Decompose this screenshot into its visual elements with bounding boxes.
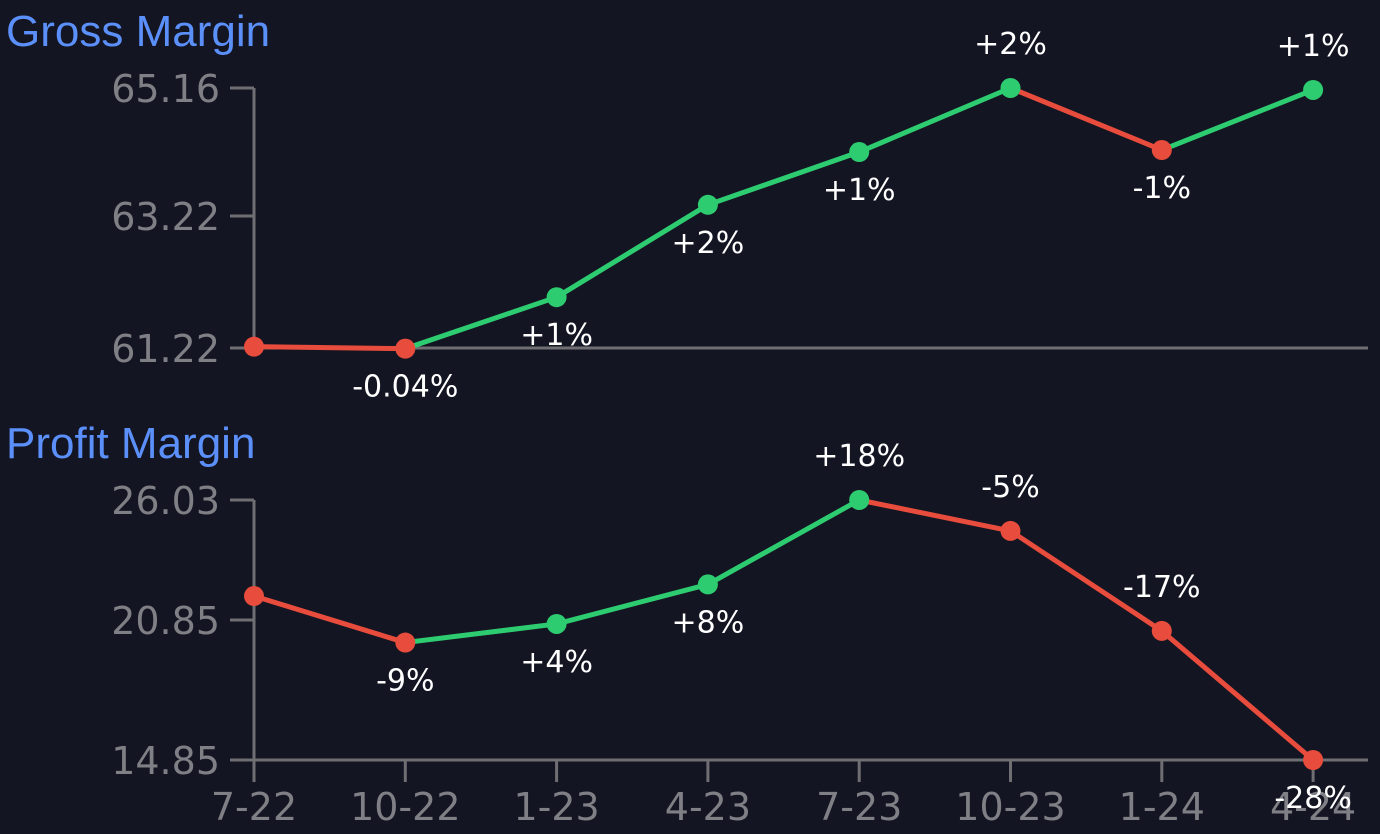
profit-margin-title: Profit Margin bbox=[6, 419, 255, 468]
profit-margin-change-label: +18% bbox=[813, 439, 905, 474]
profit-margin-segment bbox=[1008, 528, 1165, 634]
gross-margin-segment bbox=[705, 149, 862, 208]
x-tick-label: 7-23 bbox=[816, 785, 902, 829]
gross-margin-segment bbox=[402, 294, 560, 352]
gross-margin-point bbox=[697, 194, 718, 215]
y-tick-label: 65.16 bbox=[111, 67, 220, 111]
gross-margin-point bbox=[546, 287, 567, 308]
x-axis-ticks: 7-22 10-22 1-23 4-23 7-23 10-23 1-24 4-24 bbox=[211, 760, 1356, 829]
profit-margin-point bbox=[1151, 620, 1172, 641]
gross-margin-series: -0.04% +1% +2% +1% +2% -1% +1% bbox=[244, 27, 1349, 405]
profit-margin-point bbox=[849, 490, 870, 510]
gross-margin-change-label: +2% bbox=[974, 27, 1047, 62]
x-tick-label: 1-24 bbox=[1119, 785, 1205, 829]
gross-margin-segment bbox=[554, 202, 711, 300]
profit-margin-change-label: -17% bbox=[1123, 570, 1201, 605]
y-tick-label: 61.22 bbox=[111, 327, 220, 371]
gross-margin-change-label: -0.04% bbox=[352, 370, 458, 405]
y-tick-label: 14.85 bbox=[111, 739, 220, 783]
profit-margin-segment bbox=[554, 581, 711, 627]
profit-margin-point bbox=[1303, 750, 1324, 770]
gross-margin-segment bbox=[856, 85, 1013, 155]
profit-margin-point bbox=[1000, 520, 1021, 541]
gross-margin-change-label: +1% bbox=[823, 173, 896, 208]
y-tick-label: 26.03 bbox=[111, 479, 220, 523]
x-tick-label: 1-23 bbox=[513, 785, 599, 829]
profit-margin-segment bbox=[402, 621, 560, 646]
profit-margin-segment bbox=[1159, 628, 1316, 763]
gross-margin-change-label: +1% bbox=[1277, 29, 1350, 64]
profit-margin-segment bbox=[705, 497, 862, 587]
profit-margin-series: -9% +4% +8% +18% -5% -17% -28% bbox=[244, 439, 1352, 816]
y-tick-label: 63.22 bbox=[111, 195, 220, 239]
profit-margin-point bbox=[244, 586, 264, 607]
gross-margin-point bbox=[1151, 140, 1172, 161]
gross-margin-panel: Gross Margin 65.16 63.22 61.22 -0.04% +1%… bbox=[6, 7, 1368, 405]
gross-margin-point bbox=[244, 336, 264, 357]
x-tick-label: 10-22 bbox=[350, 785, 460, 829]
profit-margin-segment bbox=[856, 497, 1013, 534]
gross-margin-segment bbox=[251, 344, 408, 352]
x-tick-label: 4-24 bbox=[1270, 785, 1356, 829]
gross-margin-point bbox=[849, 142, 870, 163]
gross-margin-title: Gross Margin bbox=[6, 7, 270, 56]
x-tick-label: 7-22 bbox=[211, 785, 297, 829]
x-tick-label: 4-23 bbox=[665, 785, 751, 829]
gross-margin-segment bbox=[1159, 87, 1316, 153]
profit-margin-segment bbox=[251, 593, 408, 646]
profit-margin-change-label: +8% bbox=[672, 605, 745, 640]
profit-margin-point bbox=[697, 574, 718, 595]
gross-margin-point bbox=[1000, 78, 1021, 98]
gross-margin-y-ticks: 65.16 63.22 61.22 bbox=[111, 67, 254, 371]
profit-margin-change-label: +4% bbox=[520, 645, 593, 680]
y-tick-label: 20.85 bbox=[111, 599, 220, 643]
profit-margin-change-label: -9% bbox=[376, 664, 434, 699]
profit-margin-y-ticks: 26.03 20.85 14.85 bbox=[111, 479, 254, 783]
gross-margin-change-label: +1% bbox=[520, 318, 593, 353]
gross-margin-change-label: +2% bbox=[672, 226, 745, 261]
profit-margin-point bbox=[546, 613, 567, 634]
profit-margin-panel: Profit Margin 26.03 20.85 14.85 7-22 10-2… bbox=[6, 419, 1368, 829]
gross-margin-point bbox=[395, 338, 416, 359]
profit-margin-point bbox=[395, 632, 416, 653]
gross-margin-change-label: -1% bbox=[1133, 171, 1191, 206]
gross-margin-point bbox=[1303, 79, 1324, 100]
profit-margin-change-label: -5% bbox=[981, 470, 1039, 505]
gross-margin-segment bbox=[1008, 85, 1165, 153]
profit-margin-change-label: -28% bbox=[1274, 781, 1352, 816]
x-tick-label: 10-23 bbox=[955, 785, 1065, 829]
